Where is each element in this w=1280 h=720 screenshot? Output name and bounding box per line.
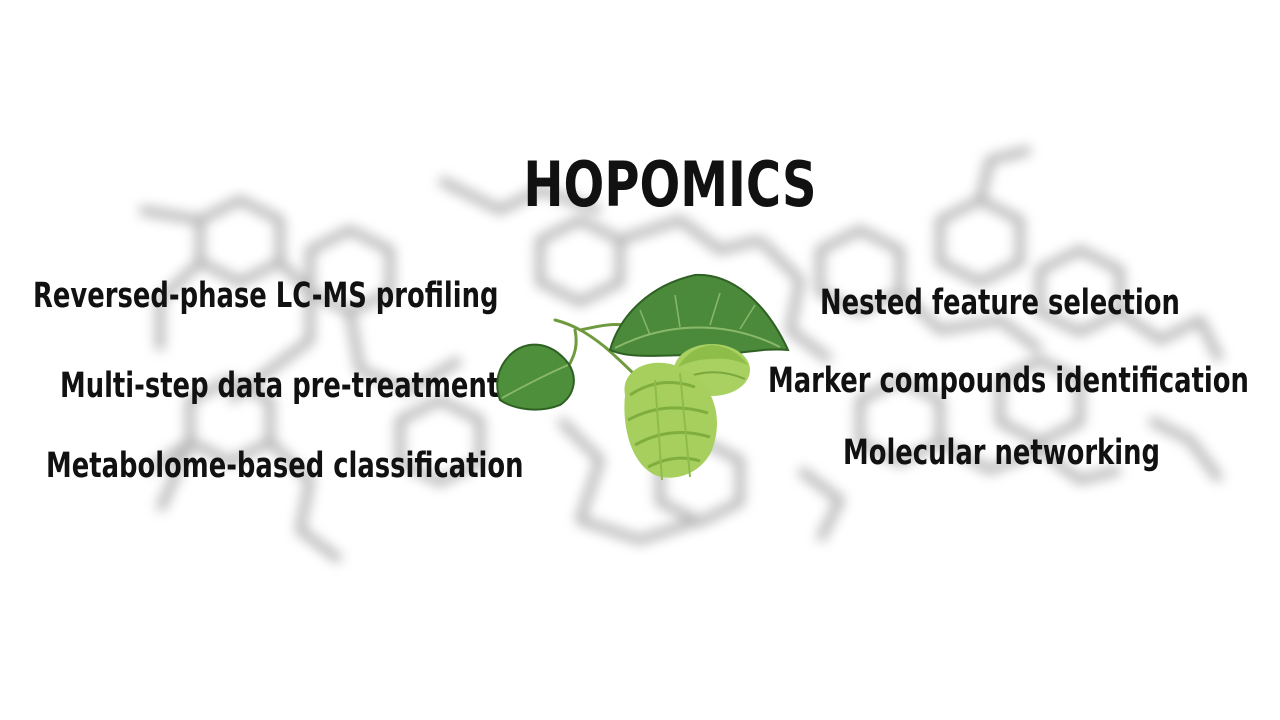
hop-cone-large (624, 362, 717, 481)
right-item-marker-identification: Marker compounds identification (768, 361, 1249, 401)
right-item-molecular-networking: Molecular networking (843, 433, 1160, 473)
left-item-classification: Metabolome-based classification (46, 446, 524, 486)
hop-leaf-small (496, 343, 575, 411)
hop-leaf-large (608, 273, 790, 357)
left-item-lcms-profiling: Reversed-phase LC-MS profiling (33, 276, 499, 316)
left-item-data-pretreatment: Multi-step data pre-treatment (60, 366, 500, 406)
page-title: HOPOMICS (523, 148, 817, 221)
hop-plant-image (496, 273, 790, 481)
right-item-feature-selection: Nested feature selection (820, 283, 1180, 323)
